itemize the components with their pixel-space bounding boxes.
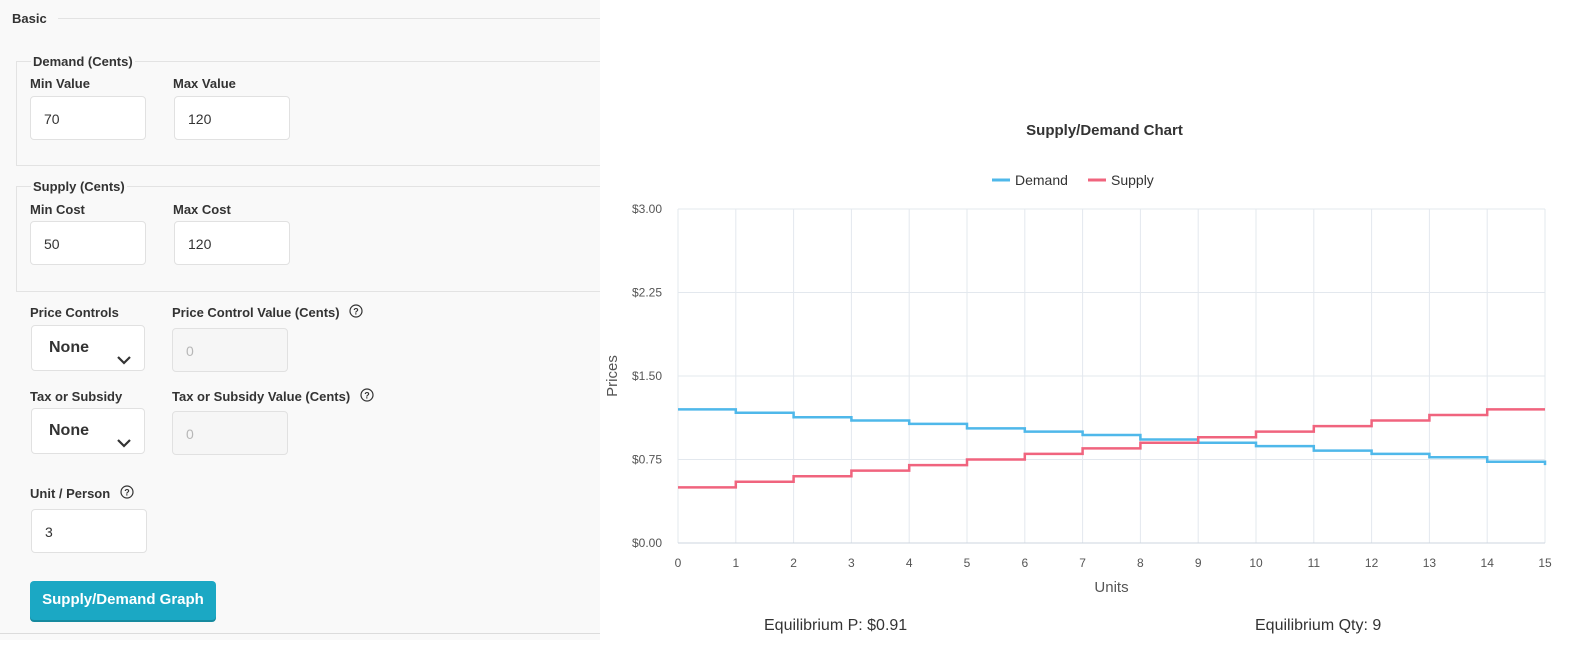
demand-max-input[interactable]: 120: [174, 96, 290, 140]
y-tick-label: $0.00: [632, 536, 662, 550]
tax-subsidy-value-input: 0: [172, 411, 288, 455]
x-tick-label: 11: [1308, 556, 1321, 570]
legend-label-supply: Supply: [1111, 172, 1154, 188]
price-control-value-label: Price Control Value (Cents) ?: [172, 304, 363, 321]
svg-text:?: ?: [364, 391, 370, 401]
demand-min-label: Min Value: [30, 76, 90, 91]
x-tick-label: 9: [1195, 556, 1202, 570]
unit-person-input[interactable]: 3: [31, 509, 147, 553]
basic-divider: [58, 18, 600, 19]
x-axis-label: Units: [1094, 579, 1128, 596]
demand-fieldset: Demand (Cents): [16, 54, 600, 166]
x-tick-label: 4: [906, 556, 913, 570]
supply-demand-graph-button[interactable]: Supply/Demand Graph: [30, 581, 216, 620]
panel-bottom-divider: [0, 633, 600, 634]
y-tick-label: $2.25: [632, 286, 662, 300]
help-icon[interactable]: ?: [349, 304, 363, 321]
x-tick-label: 1: [732, 556, 739, 570]
x-tick-label: 12: [1365, 556, 1379, 570]
supply-min-label: Min Cost: [30, 202, 85, 217]
supply-min-input[interactable]: 50: [30, 221, 146, 265]
supply-legend: Supply (Cents): [31, 179, 127, 194]
demand-max-label: Max Value: [173, 76, 236, 91]
y-tick-label: $1.50: [632, 369, 662, 383]
x-tick-label: 3: [848, 556, 855, 570]
tax-subsidy-selected: None: [49, 422, 89, 439]
y-axis-label: Prices: [604, 355, 621, 397]
tax-subsidy-value-label: Tax or Subsidy Value (Cents) ?: [172, 388, 374, 405]
chevron-down-icon: [116, 424, 132, 468]
y-tick-label: $0.75: [632, 453, 662, 467]
basic-section-label: Basic: [12, 11, 47, 26]
equilibrium-price: Equilibrium P: $0.91: [764, 617, 908, 634]
x-tick-label: 15: [1538, 556, 1552, 570]
tax-subsidy-label: Tax or Subsidy: [30, 389, 123, 404]
demand-legend: Demand (Cents): [31, 54, 135, 69]
x-tick-label: 10: [1249, 556, 1263, 570]
chart-title: Supply/Demand Chart: [1026, 122, 1183, 139]
price-controls-selected: None: [49, 339, 89, 356]
demand-min-input[interactable]: 70: [30, 96, 146, 140]
x-tick-label: 5: [964, 556, 971, 570]
unit-person-label: Unit / Person ?: [30, 485, 134, 502]
price-controls-label: Price Controls: [30, 305, 119, 320]
supply-max-label: Max Cost: [173, 202, 231, 217]
equilibrium-qty: Equilibrium Qty: 9: [1255, 617, 1382, 634]
svg-text:?: ?: [353, 307, 359, 317]
settings-panel: Basic Demand (Cents) Min Value Max Value…: [0, 0, 600, 640]
x-tick-label: 0: [675, 556, 682, 570]
help-icon[interactable]: ?: [360, 388, 374, 405]
x-tick-label: 6: [1021, 556, 1028, 570]
help-icon[interactable]: ?: [120, 485, 134, 502]
x-tick-label: 14: [1481, 556, 1495, 570]
legend-label-demand: Demand: [1015, 172, 1068, 188]
unit-person-text: Unit / Person: [30, 486, 111, 501]
x-tick-label: 13: [1423, 556, 1437, 570]
x-tick-label: 7: [1079, 556, 1086, 570]
tax-subsidy-value-text: Tax or Subsidy Value (Cents): [172, 389, 351, 404]
price-control-value-text: Price Control Value (Cents): [172, 305, 340, 320]
svg-text:?: ?: [124, 488, 130, 498]
chevron-down-icon: [116, 341, 132, 385]
series-line-demand: [678, 408, 1547, 466]
y-tick-label: $3.00: [632, 202, 662, 216]
x-tick-label: 2: [790, 556, 797, 570]
x-tick-label: 8: [1137, 556, 1144, 570]
supply-fieldset: Supply (Cents): [16, 179, 600, 292]
price-controls-select[interactable]: None: [31, 325, 145, 371]
price-control-value-input: 0: [172, 328, 288, 372]
tax-subsidy-select[interactable]: None: [31, 408, 145, 454]
series-line-supply: [678, 408, 1545, 489]
supply-max-input[interactable]: 120: [174, 221, 290, 265]
